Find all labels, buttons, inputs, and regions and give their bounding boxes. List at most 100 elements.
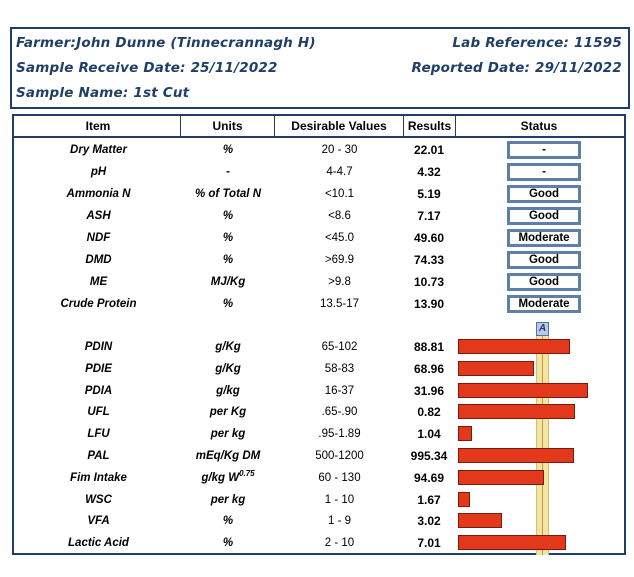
item-name: Crude Protein — [60, 298, 137, 310]
desirable-value: <45.0 — [324, 232, 355, 244]
column-header-item: Item — [85, 119, 111, 133]
result-value: 7.01 — [417, 536, 441, 551]
status-badge: Good — [507, 207, 581, 225]
item-units: % — [222, 144, 234, 156]
desirable-value: 13.5-17 — [319, 298, 359, 310]
item-name: PAL — [87, 450, 110, 462]
reported-date: Reported Date: 29/11/2022 — [411, 60, 622, 76]
units-text: % — [222, 537, 234, 550]
desirable-value: 1 - 10 — [324, 493, 355, 506]
desirable-value: 65-102 — [321, 341, 358, 353]
item-name: ASH — [86, 210, 111, 222]
lab-reference: Lab Reference: 11595 — [452, 35, 622, 51]
item-name: PDIE — [85, 362, 112, 375]
column-divider — [403, 116, 404, 136]
result-value: 3.02 — [417, 514, 441, 529]
desirable-value: >69.9 — [324, 254, 355, 266]
item-name: Ammonia N — [66, 188, 131, 200]
result-value: 995.34 — [410, 449, 448, 463]
column-divider — [274, 116, 275, 136]
item-units: per kg — [182, 424, 274, 444]
result-bar — [458, 339, 570, 354]
result-value: 74.33 — [413, 253, 445, 267]
item-name: WSC — [85, 493, 112, 506]
desirable-value: 16-37 — [324, 384, 355, 397]
result-bar — [458, 491, 470, 507]
desirable-value: .95-1.89 — [318, 428, 361, 441]
item-units: % — [222, 298, 234, 310]
reference-marker: A — [536, 322, 549, 336]
desirable-value: <8.6 — [328, 210, 351, 222]
result-value: 7.17 — [417, 209, 441, 223]
status-badge: - — [507, 141, 581, 159]
column-header-units: Units — [212, 119, 243, 133]
units-text: g/Kg — [215, 341, 241, 353]
result-value: 1.04 — [417, 427, 441, 442]
column-header-desirable-values: Desirable Values — [291, 119, 387, 133]
result-value: 0.82 — [417, 405, 441, 420]
units-text: per kg — [210, 493, 246, 506]
result-value: 22.01 — [413, 143, 445, 157]
result-value: 4.32 — [417, 165, 441, 179]
result-value: 5.19 — [417, 187, 441, 201]
result-value: 68.96 — [413, 361, 445, 376]
item-name: Lactic Acid — [68, 537, 129, 550]
status-badge: Moderate — [507, 229, 581, 247]
desirable-value: <10.1 — [324, 188, 355, 200]
status-badge: Good — [507, 251, 581, 269]
item-name: ME — [89, 276, 108, 288]
analysis-table: Item Units Desirable Values Results Stat… — [12, 114, 626, 555]
result-bar — [458, 360, 534, 376]
item-name: Dry Matter — [70, 144, 127, 156]
desirable-value: 20 - 30 — [321, 144, 358, 156]
report-header: Farmer:John Dunne (Tinnecrannagh H) Samp… — [10, 27, 630, 109]
sample-name: Sample Name: 1st Cut — [16, 85, 190, 101]
column-header-status: Status — [520, 119, 558, 133]
status-badge: Moderate — [507, 295, 581, 313]
item-units: - — [226, 166, 230, 178]
units-text: per kg — [210, 428, 246, 441]
item-name: DMD — [85, 254, 112, 266]
result-bar — [458, 448, 574, 463]
result-value: 13.90 — [413, 297, 445, 311]
status-badge: Good — [507, 185, 581, 203]
desirable-value: 58-83 — [324, 362, 355, 375]
status-badge: - — [507, 163, 581, 181]
desirable-value: 500-1200 — [315, 450, 364, 462]
sample-receive-date: Sample Receive Date: 25/11/2022 — [16, 60, 278, 76]
units-text: g/kg W — [201, 471, 240, 484]
result-value: 88.81 — [413, 340, 445, 354]
result-value: 10.73 — [413, 275, 445, 289]
result-value: 1.67 — [417, 492, 441, 507]
status-badge: Good — [507, 273, 581, 291]
result-bar — [458, 404, 575, 420]
desirable-value: 4-4.7 — [326, 166, 353, 178]
item-units: g/Kg — [182, 337, 274, 357]
desirable-value: .65-.90 — [321, 406, 358, 419]
item-units: % — [222, 254, 234, 266]
units-text: per Kg — [209, 406, 247, 419]
units-text: g/Kg — [215, 362, 241, 375]
item-name: UFL — [87, 406, 110, 419]
item-units: mEq/Kg DM — [182, 446, 274, 466]
item-units: % — [222, 232, 234, 244]
item-name: PDIN — [84, 341, 113, 353]
units-text: g/kg — [216, 384, 240, 397]
column-divider — [180, 116, 181, 136]
item-units: g/kg W0.75 — [182, 468, 274, 488]
desirable-value: >9.8 — [328, 276, 351, 288]
header-divider — [14, 136, 624, 138]
item-units: % — [182, 511, 274, 531]
item-name: PDIA — [84, 384, 113, 397]
units-text: mEq/Kg DM — [195, 450, 261, 462]
item-name: pH — [90, 166, 107, 178]
item-units: per Kg — [182, 402, 274, 422]
item-units: g/kg — [182, 381, 274, 401]
item-units: % of Total N — [194, 188, 261, 200]
result-bar — [458, 382, 588, 398]
result-value: 49.60 — [413, 231, 445, 245]
units-text: % — [222, 515, 234, 528]
desirable-value: 1 - 9 — [327, 515, 351, 528]
result-bar — [458, 513, 502, 529]
result-bar — [458, 535, 566, 551]
